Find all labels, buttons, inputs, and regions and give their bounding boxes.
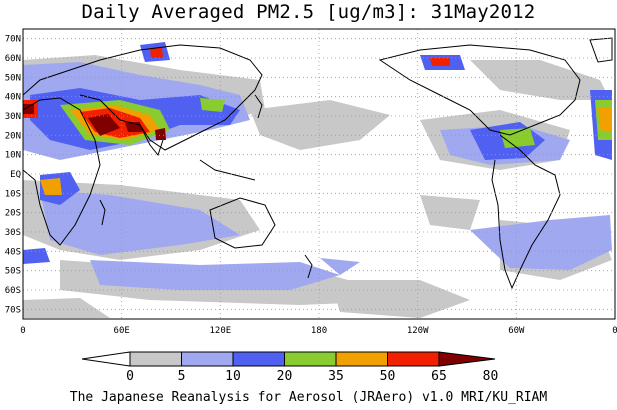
- lon-tick-label: 180: [311, 326, 327, 336]
- colorbar-box: [232, 351, 285, 367]
- lat-tick-label: 60S: [5, 286, 21, 296]
- lat-tick-label: 40S: [5, 247, 21, 257]
- colorbar-label: 20: [277, 369, 293, 384]
- colorbar-boxes: [81, 351, 496, 367]
- lon-tick-label: 0: [20, 326, 25, 336]
- lon-tick-label: 0: [612, 326, 617, 336]
- lat-tick-label: 10S: [5, 189, 21, 199]
- colorbar-max-triangle: [438, 351, 496, 367]
- lat-tick-label: 10N: [5, 151, 21, 161]
- lat-tick-label: 20S: [5, 209, 21, 219]
- lat-tick-label: 20N: [5, 131, 21, 141]
- colorbar-box: [284, 351, 337, 367]
- colorbar-box: [335, 351, 388, 367]
- footer-credit: The Japanese Reanalysis for Aerosol (JRA…: [69, 390, 548, 405]
- colorbar-box: [387, 351, 440, 367]
- lat-tick-label: 70N: [5, 35, 21, 45]
- lon-tick-label: 60W: [508, 326, 525, 336]
- map-frame: [22, 28, 616, 320]
- lat-tick-label: 30N: [5, 112, 21, 122]
- colorbar-min-triangle: [81, 351, 131, 367]
- colorbar-labels: 0 5 10 20 35 50 65 80: [126, 369, 498, 384]
- lat-tick-label: 50N: [5, 73, 21, 83]
- lon-tick-label: 120W: [407, 326, 429, 336]
- longitude-labels: 0 60E 120E 180 120W 60W 0: [20, 326, 617, 336]
- colorbar-label: 65: [431, 369, 447, 384]
- coastlines: [23, 37, 613, 290]
- colorbar-label: 10: [225, 369, 241, 384]
- lon-tick-label: 60E: [114, 326, 130, 336]
- colorbar-label: 50: [380, 369, 396, 384]
- lat-tick-label: EQ: [10, 170, 21, 180]
- lat-tick-label: 40N: [5, 93, 21, 103]
- colorbar-label: 80: [483, 369, 499, 384]
- colorbar-label: 5: [178, 369, 186, 384]
- colorbar-label: 0: [126, 369, 134, 384]
- gridlines: [23, 29, 615, 319]
- latitude-labels: 70N 60N 50N 40N 30N 20N 10N EQ 10S 20S 30S 40S 50S 60…: [5, 35, 21, 316]
- lat-tick-label: 30S: [5, 228, 21, 238]
- level-80-plus: [23, 104, 166, 140]
- lat-tick-label: 70S: [5, 305, 21, 315]
- lat-tick-label: 60N: [5, 54, 21, 64]
- colorbar-box: [181, 351, 234, 367]
- colorbar-box: [129, 351, 182, 367]
- concentration-field: [23, 42, 612, 318]
- lat-tick-label: 50S: [5, 267, 21, 277]
- lon-tick-label: 120E: [209, 326, 231, 336]
- colorbar-label: 35: [328, 369, 344, 384]
- map-title: Daily Averaged PM2.5 [ug/m3]: 31May2012: [81, 1, 536, 23]
